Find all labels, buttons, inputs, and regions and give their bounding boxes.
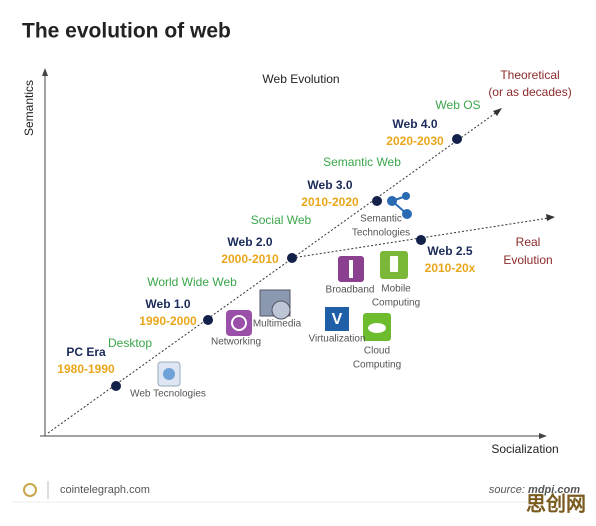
- watermark: 思创网: [526, 492, 586, 516]
- source: source: mdpi.com: [489, 484, 580, 496]
- stage-period: 1990-2000: [139, 314, 197, 328]
- stage-theme: Desktop: [108, 336, 152, 350]
- stage-period: 2010-20x: [425, 261, 476, 275]
- stage-dot: [287, 253, 297, 263]
- stage-name: Web 1.0: [145, 297, 190, 311]
- stage-period: 2000-2010: [221, 252, 279, 266]
- source-name: mdpi.com: [528, 484, 580, 496]
- stage-dot: [452, 134, 462, 144]
- stage-name: Web 4.0: [392, 117, 437, 131]
- stage-theme: Social Web: [251, 213, 312, 227]
- real-line: [291, 217, 550, 259]
- technology-label: Mobile: [381, 284, 411, 295]
- technology-label: Virtualization: [308, 334, 365, 345]
- stage-theme: World Wide Web: [147, 275, 237, 289]
- technology-label: Cloud: [364, 346, 390, 357]
- stage-theme: Semantic Web: [323, 155, 401, 169]
- source-prefix: source:: [489, 484, 525, 496]
- stage-dot: [372, 196, 382, 206]
- theoretical-label: (or as decades): [488, 85, 571, 99]
- site: cointelegraph.com: [60, 484, 150, 496]
- stage-theme: Web OS: [435, 98, 480, 112]
- technology-label: Computing: [372, 298, 420, 309]
- real-label: Real: [516, 235, 541, 249]
- theoretical-label: Theoretical: [500, 68, 559, 82]
- stage-name: Web 3.0: [307, 178, 352, 192]
- technology-label: Technologies: [352, 228, 410, 239]
- arrow: [493, 108, 502, 116]
- stage-dot: [203, 315, 213, 325]
- stage-period: 2020-2030: [386, 134, 444, 148]
- svg-text:V: V: [332, 311, 343, 328]
- arrow: [539, 433, 547, 439]
- arrow: [546, 214, 555, 221]
- stage-name: Web 2.5: [427, 244, 472, 258]
- x-axis-label: Socialization: [491, 442, 558, 456]
- stage-period: 2010-2020: [301, 195, 359, 209]
- stage-dot: [111, 381, 121, 391]
- technology-label: Computing: [353, 360, 401, 371]
- arrow: [42, 68, 48, 76]
- technology-label: Networking: [211, 337, 261, 348]
- y-axis-label: Semantics: [22, 80, 36, 136]
- stage-dot: [416, 235, 426, 245]
- real-label: Evolution: [503, 253, 552, 267]
- technology-label: Semantic: [360, 214, 402, 225]
- icons: V: [157, 192, 412, 387]
- title: The evolution of web: [22, 20, 231, 43]
- stage-period: 1980-1990: [57, 362, 115, 376]
- technology-label: Multimedia: [253, 319, 302, 330]
- logo: [23, 483, 37, 497]
- stage-name: PC Era: [66, 345, 106, 359]
- technology-label: Broadband: [326, 285, 375, 296]
- heading: Web Evolution: [262, 72, 339, 86]
- stage-name: Web 2.0: [227, 235, 272, 249]
- technology-label: Web Tecnologies: [130, 389, 206, 400]
